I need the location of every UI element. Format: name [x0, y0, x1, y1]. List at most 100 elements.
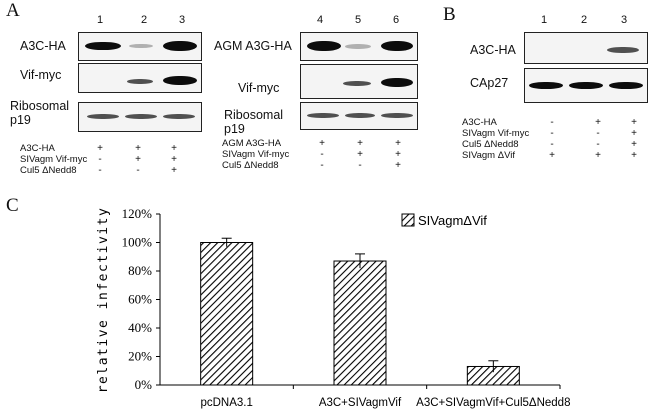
blot-band: [85, 42, 121, 50]
y-tick-label: 40%: [128, 320, 152, 335]
panel-label-c: C: [6, 195, 19, 216]
condition-sign: +: [171, 154, 177, 165]
blot-label-p19: p19: [224, 122, 245, 136]
x-tick-label: A3C+SIVagmVif+Cul5ΔNedd8: [416, 397, 570, 409]
condition-label: A3C-HA: [462, 117, 497, 128]
western-blot-ribosomal-p19: [78, 102, 202, 132]
blot-label-vif-myc: Vif-myc: [238, 81, 280, 95]
condition-sign: -: [596, 139, 600, 150]
blot-band: [609, 82, 643, 89]
blot-band: [381, 78, 413, 87]
condition-sign: +: [549, 150, 555, 161]
lane-number: 4: [316, 14, 324, 26]
blot-band: [381, 41, 413, 51]
y-tick-label: 80%: [128, 263, 152, 278]
blot-band: [127, 79, 153, 84]
condition-sign: +: [135, 154, 141, 165]
condition-sign: +: [631, 117, 637, 128]
condition-label: SIVagm Vif-myc: [462, 128, 530, 139]
western-blot-cap27: [524, 68, 648, 103]
condition-label: Cul5 ΔNedd8: [462, 139, 519, 150]
blot-band: [163, 41, 197, 51]
western-blot-ribosomal-p19: [300, 102, 418, 130]
condition-sign: -: [320, 149, 324, 160]
condition-sign: +: [631, 150, 637, 161]
blot-label-cap27: CAp27: [470, 76, 509, 90]
condition-sign: +: [595, 117, 601, 128]
blot-label-a3c-ha: A3C-HA: [20, 39, 66, 53]
lane-number: 1: [96, 14, 104, 26]
blot-label-vif-myc: Vif-myc: [20, 68, 62, 82]
blot-label-agm-a3g-ha: AGM A3G-HA: [214, 39, 292, 53]
blot-band: [529, 82, 563, 89]
condition-label: SIVagm Vif-myc: [20, 154, 88, 165]
condition-label: SIVagm ΔVif: [462, 150, 515, 161]
condition-label: SIVagm Vif-myc: [222, 149, 290, 160]
condition-sign: -: [98, 154, 102, 165]
western-blot-vif-myc: [78, 63, 202, 93]
y-tick-label: 20%: [128, 349, 152, 364]
legend-swatch: [401, 213, 415, 227]
blot-label-p19: p19: [10, 113, 31, 127]
lane-number: 2: [140, 14, 148, 26]
panel-label-b: B: [443, 4, 456, 25]
blot-band: [125, 114, 157, 119]
condition-sign: -: [358, 160, 362, 171]
condition-sign: -: [550, 128, 554, 139]
lane-number: 2: [580, 14, 588, 26]
condition-label: Cul5 ΔNedd8: [20, 165, 77, 176]
condition-sign: +: [357, 138, 363, 149]
condition-sign: +: [395, 149, 401, 160]
condition-sign: +: [631, 128, 637, 139]
blot-band: [381, 113, 413, 118]
western-blot-vif-myc: [300, 64, 418, 99]
blot-band: [307, 113, 339, 118]
condition-sign: -: [550, 139, 554, 150]
condition-label: Cul5 ΔNedd8: [222, 160, 279, 171]
blot-band: [607, 47, 639, 53]
blot-band: [129, 44, 153, 48]
lane-number: 3: [620, 14, 628, 26]
blot-band: [569, 82, 603, 89]
y-tick-label: 0%: [135, 377, 153, 392]
blot-band: [163, 114, 195, 119]
western-blot-a3c-ha: [524, 32, 648, 64]
bar: [200, 242, 254, 386]
condition-sign: -: [320, 160, 324, 171]
bar: [333, 260, 387, 386]
condition-sign: +: [357, 149, 363, 160]
lane-number: 6: [392, 14, 400, 26]
y-tick-label: 100%: [122, 235, 153, 250]
lane-number: 1: [540, 14, 548, 26]
western-blot-a3c-ha: [78, 32, 202, 61]
condition-label: A3C-HA: [20, 143, 55, 154]
condition-sign: +: [135, 143, 141, 154]
y-tick-label: 120%: [122, 206, 153, 221]
condition-sign: -: [98, 165, 102, 176]
condition-sign: +: [171, 165, 177, 176]
panel-label-a: A: [6, 0, 20, 21]
blot-band: [307, 41, 341, 51]
blot-band: [163, 76, 197, 85]
legend-label: SIVagmΔVif: [418, 213, 487, 228]
y-axis-label: relative infectivity: [96, 207, 111, 394]
condition-sign: +: [395, 160, 401, 171]
condition-sign: +: [171, 143, 177, 154]
blot-label-ribosomal: Ribosomal: [224, 108, 284, 122]
x-tick-label: A3C+SIVagmVif: [319, 397, 402, 409]
condition-sign: +: [97, 143, 103, 154]
y-tick-label: 60%: [128, 292, 152, 307]
blot-label-ribosomal: Ribosomal: [10, 99, 70, 113]
blot-band: [343, 81, 371, 86]
condition-sign: +: [395, 138, 401, 149]
x-tick-label: pcDNA3.1: [200, 397, 252, 409]
blot-band: [345, 113, 375, 118]
lane-number: 5: [354, 14, 362, 26]
blot-band: [87, 114, 119, 119]
condition-label: AGM A3G-HA: [222, 138, 282, 149]
blot-band: [345, 44, 371, 49]
condition-sign: -: [596, 128, 600, 139]
condition-sign: -: [550, 117, 554, 128]
lane-number: 3: [178, 14, 186, 26]
